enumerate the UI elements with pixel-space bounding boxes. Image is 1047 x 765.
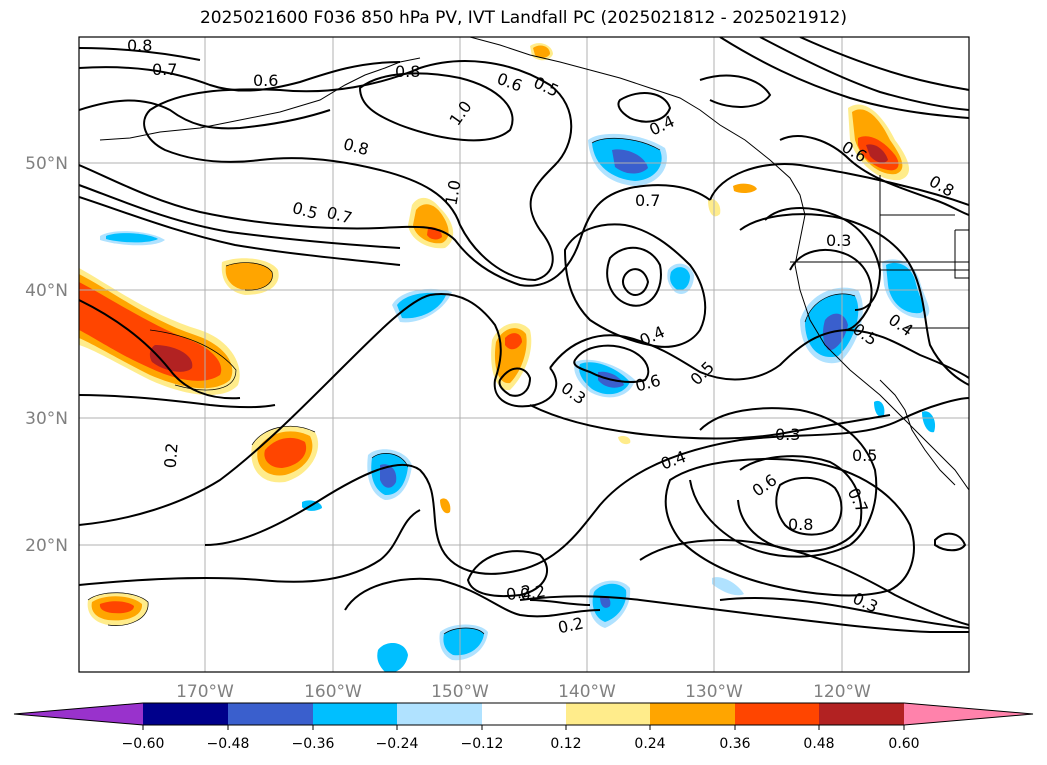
lon-label: 160°W (304, 682, 362, 702)
colorbar-tick-label: 0.12 (550, 736, 581, 752)
lat-label: 20°N (25, 536, 68, 556)
lon-label: 130°W (685, 682, 743, 702)
longitude-labels: 170°W 160°W 150°W 140°W 130°W 120°W (176, 682, 871, 702)
contour-label: 0.7 (152, 60, 177, 79)
lon-label: 140°W (558, 682, 616, 702)
colorbar-tick-label: 0.24 (634, 736, 665, 752)
colorbar-segment (313, 703, 397, 725)
colorbar-tick-label: −0.48 (207, 736, 250, 752)
colorbar: −0.60 −0.48 −0.36 −0.24 −0.12 0.12 0.24 … (13, 702, 1034, 752)
colorbar-tick-label: 0.48 (803, 736, 834, 752)
contour-label: 0.5 (852, 446, 877, 465)
colorbar-segment (143, 703, 228, 725)
contour-label: 0.2 (161, 442, 182, 469)
colorbar-segment (482, 703, 566, 725)
contour-label: 0.7 (635, 191, 660, 210)
colorbar-min-extend (14, 703, 143, 725)
lat-label: 40°N (25, 281, 68, 301)
pv-contours (79, 37, 969, 634)
colorbar-tick-label: −0.24 (376, 736, 419, 752)
colorbar-max-extend (904, 703, 1033, 725)
lon-label: 170°W (176, 682, 234, 702)
contour-label: 0.6 (253, 71, 278, 90)
colorbar-tick-label: −0.60 (122, 736, 165, 752)
colorbar-segment (650, 703, 735, 725)
colorbar-segment (735, 703, 819, 725)
colorbar-segment (566, 703, 650, 725)
contour-label: 0.8 (127, 36, 152, 55)
colorbar-tick-label: −0.12 (461, 736, 504, 752)
lat-label: 30°N (25, 409, 68, 429)
colorbar-tick-label: 0.60 (888, 736, 919, 752)
contour-label: 0.2 (556, 613, 585, 637)
gridlines (79, 37, 969, 672)
map-border (78, 36, 970, 673)
map-title: 2025021600 F036 850 hPa PV, IVT Landfall… (199, 8, 847, 28)
contour-label: 0.2 (505, 581, 533, 604)
colorbar-segment (819, 703, 904, 725)
colorbar-segment (397, 703, 482, 725)
contour-label: 0.2 (519, 581, 547, 604)
contour-label: 1.0 (441, 178, 464, 206)
lon-label: 120°W (813, 682, 871, 702)
anomaly-outlines (87, 137, 856, 635)
colorbar-segment (228, 703, 313, 725)
latitude-labels: 50°N 40°N 30°N 20°N (25, 154, 68, 556)
colorbar-tick-label: 0.36 (719, 736, 750, 752)
contour-label: 0.3 (775, 425, 800, 444)
contour-label: 0.8 (788, 515, 813, 534)
colorbar-tick-label: −0.36 (292, 736, 335, 752)
contour-label: 0.3 (826, 231, 851, 250)
lon-label: 150°W (431, 682, 489, 702)
contour-label: 0.8 (395, 62, 420, 81)
lat-label: 50°N (25, 154, 68, 174)
